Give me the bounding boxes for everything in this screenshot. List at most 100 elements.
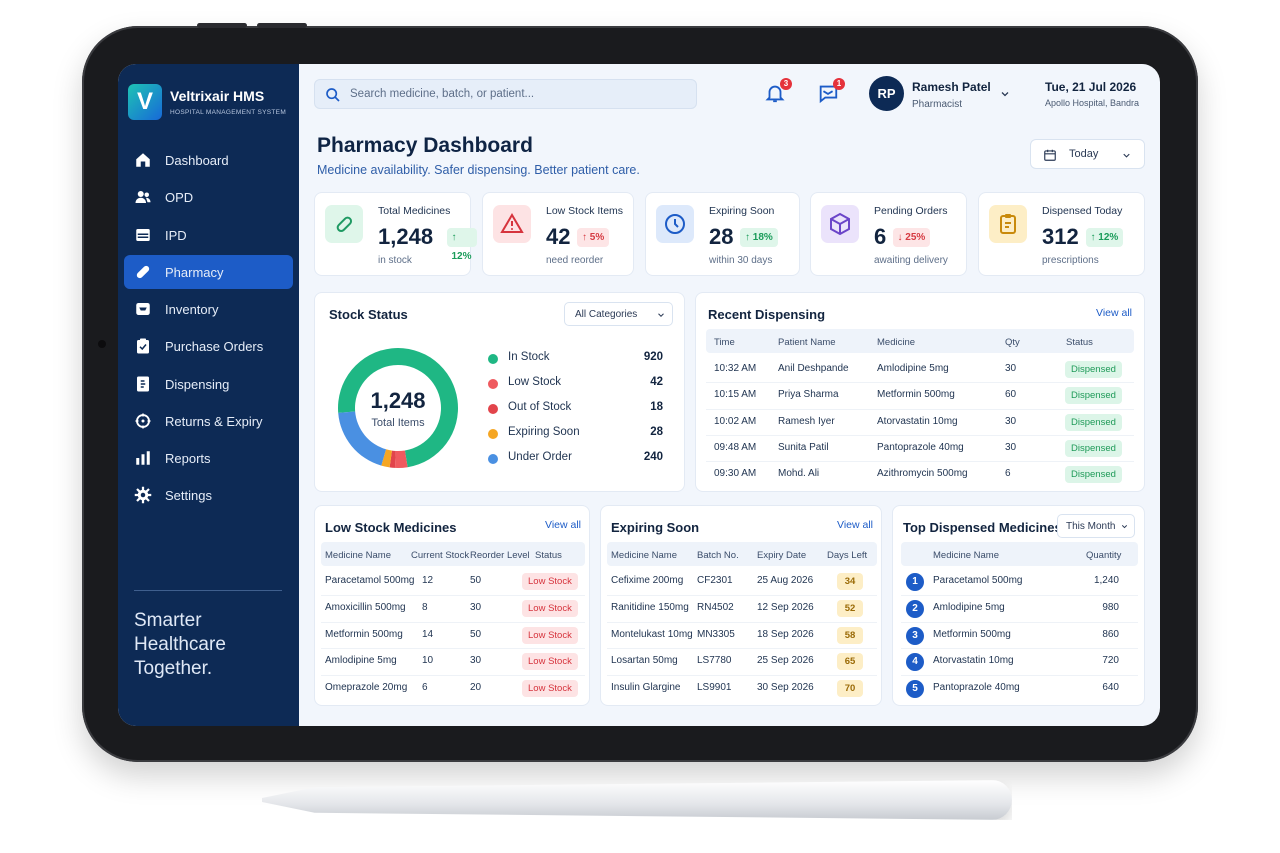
kpi-subtext: awaiting delivery (874, 255, 948, 266)
days-left-badge: 65 (837, 653, 863, 671)
search-input[interactable]: Search medicine, batch, or patient... (314, 79, 697, 109)
legend-value: 28 (650, 426, 663, 438)
top-dispensed-card: Top Dispensed Medicines This Month 1 Para… (892, 505, 1145, 706)
rank-badge: 1 (906, 573, 924, 591)
kpi-value: 6 (874, 224, 887, 249)
table-cell: 60 (1005, 389, 1017, 401)
column-header: Medicine Name (325, 550, 391, 561)
table-cell: 30 Sep 2026 (757, 682, 814, 694)
days-left-badge: 70 (837, 680, 863, 698)
category-select[interactable]: All Categories (564, 302, 673, 326)
table-header (321, 542, 585, 566)
search-icon (326, 88, 340, 102)
legend-value: 920 (643, 351, 663, 363)
search-placeholder: Search medicine, batch, or patient... (350, 88, 535, 100)
kpi-label: Expiring Soon (709, 205, 775, 217)
period-label: Today (1069, 148, 1099, 160)
row-divider (706, 461, 1134, 463)
legend-dot (488, 404, 498, 414)
table-cell: Insulin Glargine (611, 682, 681, 694)
table-cell: Pantoprazole 40mg (877, 441, 964, 453)
sidebar-item-pharmacy[interactable]: Pharmacy (124, 255, 293, 289)
table-cell: 640 (1102, 682, 1119, 694)
user-role: Pharmacist (912, 99, 963, 110)
period-select[interactable]: Today (1030, 139, 1145, 169)
table-cell: 09:30 AM (714, 468, 757, 480)
column-header: Expiry Date (757, 550, 807, 561)
view-all-link[interactable]: View all (1096, 307, 1132, 319)
column-header: Time (714, 337, 735, 348)
sidebar-item-returns-expiry[interactable]: Returns & Expiry (124, 404, 293, 438)
card-title: Expiring Soon (611, 520, 700, 535)
table-cell: 30 (470, 601, 482, 613)
kpi-trend-badge: ↑ 18% (740, 228, 778, 247)
sidebar-item-label: Dispensing (165, 376, 230, 392)
table-cell: Amlodipine 5mg (933, 601, 1005, 613)
row-divider (901, 675, 1138, 677)
table-cell: 10:02 AM (714, 415, 757, 427)
kpi-card[interactable]: Expiring Soon 28 ↑ 18% within 30 days (645, 192, 800, 276)
stock-status-card: Stock Status All Categories 1,248 Total … (314, 292, 685, 492)
month-select[interactable]: This Month (1057, 514, 1135, 538)
sidebar-item-settings[interactable]: Settings (124, 478, 293, 512)
pill-icon (136, 265, 150, 279)
table-cell: Metformin 500mg (325, 628, 403, 640)
clock-icon (656, 205, 694, 243)
chevron-down-icon (1121, 525, 1128, 529)
chevron-down-icon[interactable] (999, 88, 1011, 100)
table-cell: LS9901 (697, 682, 732, 694)
sidebar-item-ipd[interactable]: IPD (124, 218, 293, 252)
table-cell: 12 (422, 575, 434, 586)
kpi-card[interactable]: Pending Orders 6 ↓ 25% awaiting delivery (810, 192, 967, 276)
recent-dispensing-card: Recent Dispensing View all Time Patient N… (695, 292, 1145, 492)
table-cell: 30 (470, 655, 482, 667)
notifications-button[interactable]: 3 (764, 78, 792, 106)
clipboard-icon (989, 205, 1027, 243)
page-title: Pharmacy Dashboard (317, 134, 533, 157)
table-cell: Atorvastatin 10mg (933, 655, 1014, 667)
sidebar-item-inventory[interactable]: Inventory (124, 292, 293, 326)
table-cell: Pantoprazole 40mg (933, 682, 1020, 694)
sidebar-item-purchase-orders[interactable]: Purchase Orders (124, 329, 293, 363)
kpi-card[interactable]: Low Stock Items 42 ↑ 5% need reorder (482, 192, 634, 276)
table-cell: Amoxicillin 500mg (325, 601, 406, 613)
table-header (607, 542, 877, 566)
donut-slice-low-stock (394, 450, 408, 468)
table-cell: MN3305 (697, 628, 735, 640)
messages-button[interactable]: 1 (817, 78, 845, 106)
table-cell: Mohd. Ali (778, 468, 820, 480)
legend-dot (488, 429, 498, 439)
column-header: Current Stock (411, 550, 470, 561)
sidebar-item-opd[interactable]: OPD (124, 180, 293, 214)
row-divider (321, 594, 585, 596)
sidebar-divider (134, 590, 282, 591)
table-cell: 30 (1005, 363, 1017, 374)
avatar[interactable]: RP (869, 76, 904, 111)
status-badge: Low Stock (522, 653, 578, 671)
table-cell: 25 Aug 2026 (757, 575, 814, 586)
main-content: Search medicine, batch, or patient... 3 … (299, 64, 1160, 726)
view-all-link[interactable]: View all (837, 519, 873, 531)
kpi-trend-badge: ↑ 5% (577, 228, 610, 247)
kpi-card[interactable]: Total Medicines 1,248 ↑ 12% in stock (314, 192, 477, 276)
sidebar-item-reports[interactable]: Reports (124, 441, 293, 475)
kpi-value: 312 (1042, 224, 1079, 249)
row-divider (607, 648, 877, 650)
kpi-value: 1,248 (378, 224, 434, 249)
row-divider (706, 382, 1134, 384)
table-header (901, 542, 1138, 566)
sidebar-item-dispensing[interactable]: Dispensing (124, 367, 293, 401)
sidebar-item-dashboard[interactable]: Dashboard (124, 143, 293, 177)
view-all-link[interactable]: View all (545, 519, 581, 531)
table-cell: 860 (1102, 628, 1119, 640)
sidebar-item-label: Reports (165, 450, 211, 466)
sidebar-item-label: Settings (165, 487, 212, 503)
card-title: Recent Dispensing (708, 307, 826, 322)
kpi-trend-badge: ↑ 12% (1085, 228, 1124, 247)
home-icon (136, 153, 150, 167)
rank-badge: 5 (906, 680, 924, 699)
table-cell: 30 (1005, 441, 1017, 453)
donut-slice-expiring-soon (381, 449, 392, 468)
kpi-card[interactable]: Dispensed Today 312 ↑ 12% prescriptions (978, 192, 1145, 276)
kpi-label: Low Stock Items (546, 205, 624, 217)
